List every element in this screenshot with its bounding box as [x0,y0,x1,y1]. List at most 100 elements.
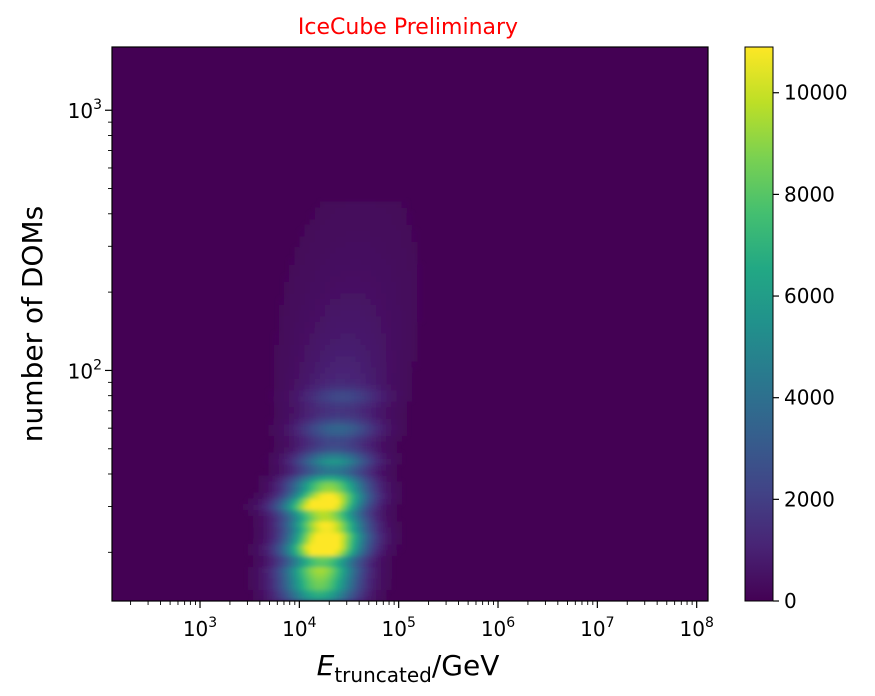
heatmap-cell [283,452,290,459]
heatmap-cell [365,572,372,579]
heatmap-cell [376,538,382,545]
heatmap-cell [309,492,316,499]
heatmap-cell [319,578,326,585]
heatmap-cell [283,492,290,499]
heatmap-cell [309,583,316,591]
heatmap-cell [319,281,326,288]
heatmap-cell [411,309,418,317]
heatmap-cell [329,572,336,579]
heatmap-cell [360,309,367,317]
heatmap-cell [365,235,372,242]
heatmap-cell [355,292,362,299]
heatmap-cell [314,498,321,505]
heatmap-cell [391,498,398,505]
heatmap-cell [319,218,326,225]
heatmap-cell [329,555,336,562]
heatmap-cell [340,561,346,568]
heatmap-cell [324,538,331,545]
heatmap-cell [370,423,377,431]
heatmap-cell [314,389,321,397]
heatmap-cell [288,423,295,431]
heatmap-cell [319,435,326,442]
heatmap-cell [329,395,336,402]
heatmap-cell [299,286,305,294]
heatmap-cell [273,446,280,454]
heatmap-cell [376,503,382,511]
heatmap-cell [386,201,392,208]
heatmap-cell [360,595,367,601]
heatmap-cell [345,349,352,357]
heatmap-cell [304,406,311,414]
heatmap-cell [299,435,305,442]
heatmap-cell [386,549,392,556]
heatmap-cell [396,435,403,442]
heatmap-cell [335,401,341,408]
heatmap-cell [278,309,285,317]
heatmap-cell [283,349,290,357]
heatmap-cell [396,269,403,277]
heatmap-cell [396,366,403,374]
heatmap-cell [278,384,285,391]
heatmap-cell [365,486,372,494]
heatmap-cell [401,241,408,248]
heatmap-cell [350,509,357,516]
heatmap-cell [288,264,295,271]
heatmap-cell [406,298,413,305]
heatmap-cell [329,326,336,334]
heatmap-cell [360,486,367,494]
heatmap-cell [345,538,352,545]
heatmap-cell [381,418,387,425]
heatmap-cell [288,435,295,442]
heatmap-cell [304,298,311,305]
heatmap-cell [370,435,377,442]
heatmap-cell [391,258,398,265]
heatmap-cell [411,275,418,282]
heatmap-cell [360,292,367,299]
heatmap-cell [386,315,392,322]
heatmap-cell [365,304,372,311]
heatmap-cell [278,486,285,494]
heatmap-cell [253,521,259,528]
heatmap-cell [386,281,392,288]
heatmap-cell [253,509,259,516]
heatmap-cell [376,475,382,482]
heatmap-cell [381,481,387,488]
heatmap-cell [355,332,362,339]
heatmap-cell [288,481,295,488]
heatmap-cell [314,486,321,494]
heatmap-cell [386,246,392,254]
heatmap-cell [365,589,372,596]
heatmap-cell [294,281,300,288]
heatmap-cell [386,229,392,237]
heatmap-cell [345,326,352,334]
heatmap-cell [355,509,362,516]
heatmap-cell [370,395,377,402]
heatmap-cell [401,378,408,385]
heatmap-cell [365,309,372,317]
heatmap-cell [335,452,341,459]
heatmap-cell [381,292,387,299]
heatmap-cell [319,275,326,282]
heatmap-cell [263,498,270,505]
heatmap-cell [314,235,321,242]
heatmap-cell [391,218,398,225]
heatmap-cell [350,452,357,459]
heatmap-cell [314,583,321,591]
heatmap-cell [391,298,398,305]
heatmap-cell [376,515,382,522]
heatmap-cell [299,298,305,305]
heatmap-cell [360,458,367,465]
heatmap-cell [329,446,336,454]
heatmap-cell [304,498,311,505]
heatmap-cell [314,435,321,442]
heatmap-cell [309,378,316,385]
heatmap-cell [340,441,346,448]
heatmap-cell [401,344,408,351]
heatmap-cell [406,355,413,362]
heatmap-cell [273,366,280,374]
heatmap-cell [273,503,280,511]
heatmap-cell [365,281,372,288]
heatmap-cell [355,469,362,476]
heatmap-cell [294,543,300,551]
heatmap-cell [299,315,305,322]
